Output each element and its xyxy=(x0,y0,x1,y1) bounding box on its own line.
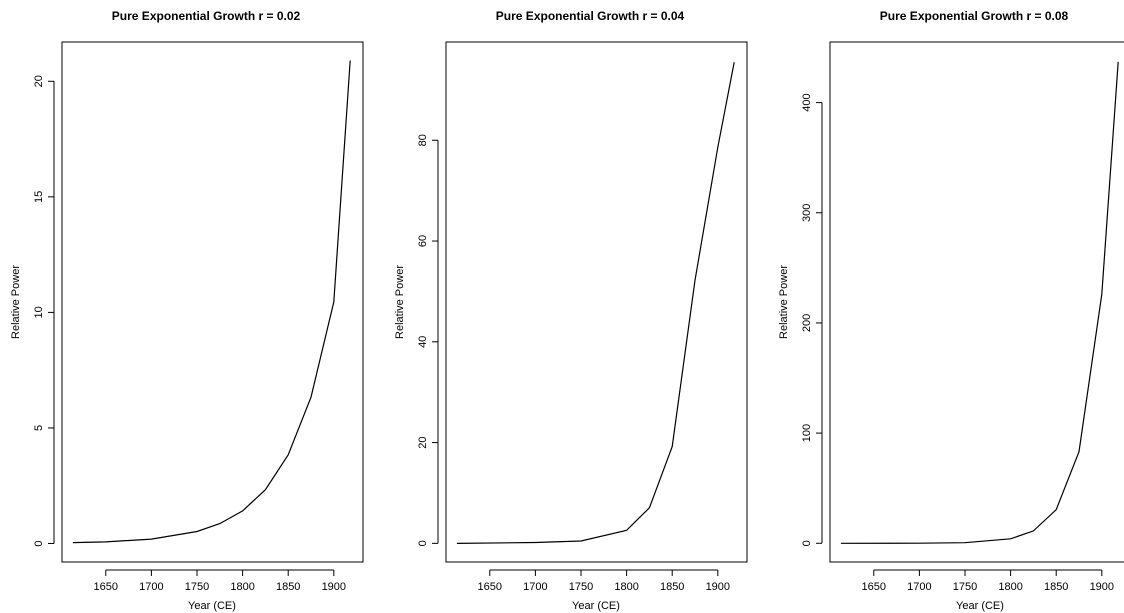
y-tick-label: 80 xyxy=(417,134,429,146)
x-tick-label: 1750 xyxy=(953,581,977,593)
y-axis-label: Relative Power xyxy=(394,265,406,339)
x-axis: 1650 1700 1750 1800 1850 1900 xyxy=(862,569,1114,593)
y-axis-label: Relative Power xyxy=(778,265,790,339)
y-tick-label: 300 xyxy=(801,204,813,222)
x-tick-label: 1750 xyxy=(185,581,209,593)
y-tick-label: 60 xyxy=(417,235,429,247)
y-tick-label: 10 xyxy=(33,306,45,318)
y-tick-label: 0 xyxy=(801,540,813,546)
y-axis-label: Relative Power xyxy=(10,265,22,339)
x-axis-label: Year (CE) xyxy=(188,600,236,612)
x-tick-label: 1900 xyxy=(322,581,346,593)
y-tick-label: 15 xyxy=(33,191,45,203)
x-tick-label: 1700 xyxy=(139,581,163,593)
chart-panel-3: Pure Exponential Growth r = 0.08 1650 170… xyxy=(778,9,1124,612)
chart-panel-2: Pure Exponential Growth r = 0.04 1650 170… xyxy=(394,9,748,612)
x-axis-label: Year (CE) xyxy=(956,600,1004,612)
chart-title: Pure Exponential Growth r = 0.08 xyxy=(880,9,1069,23)
x-tick-label: 1650 xyxy=(862,581,886,593)
series-line xyxy=(72,60,351,544)
x-tick-label: 1700 xyxy=(523,581,547,593)
series-line xyxy=(840,61,1119,544)
plot-frame xyxy=(829,41,1124,563)
y-axis: 0 100 200 300 400 xyxy=(801,93,823,546)
x-tick-label: 1750 xyxy=(569,581,593,593)
x-tick-label: 1800 xyxy=(998,581,1022,593)
y-tick-label: 0 xyxy=(417,540,429,546)
x-tick-label: 1900 xyxy=(706,581,730,593)
y-tick-label: 40 xyxy=(417,336,429,348)
y-tick-label: 200 xyxy=(801,314,813,332)
y-tick-label: 0 xyxy=(33,540,45,546)
y-tick-label: 20 xyxy=(417,436,429,448)
y-axis: 0 5 10 15 20 xyxy=(33,75,55,547)
x-tick-label: 1900 xyxy=(1090,581,1114,593)
chart-title: Pure Exponential Growth r = 0.04 xyxy=(496,9,685,23)
y-tick-label: 400 xyxy=(801,93,813,111)
x-tick-label: 1800 xyxy=(614,581,638,593)
x-tick-label: 1850 xyxy=(276,581,300,593)
x-tick-label: 1850 xyxy=(660,581,684,593)
x-tick-label: 1850 xyxy=(1044,581,1068,593)
x-tick-label: 1800 xyxy=(230,581,254,593)
x-axis-label: Year (CE) xyxy=(572,600,620,612)
series-line xyxy=(456,62,735,544)
x-tick-label: 1650 xyxy=(94,581,118,593)
chart-panel-1: Pure Exponential Growth r = 0.02 1650 170… xyxy=(10,9,364,612)
plot-frame xyxy=(445,41,748,563)
x-tick-label: 1650 xyxy=(478,581,502,593)
y-tick-label: 20 xyxy=(33,75,45,87)
plot-frame xyxy=(61,41,364,563)
x-axis: 1650 1700 1750 1800 1850 1900 xyxy=(478,569,730,593)
x-tick-label: 1700 xyxy=(907,581,931,593)
y-tick-label: 5 xyxy=(33,425,45,431)
y-tick-label: 100 xyxy=(801,424,813,442)
y-axis: 0 20 40 60 80 xyxy=(417,134,439,546)
x-axis: 1650 1700 1750 1800 1850 1900 xyxy=(94,569,346,593)
chart-title: Pure Exponential Growth r = 0.02 xyxy=(112,9,301,23)
